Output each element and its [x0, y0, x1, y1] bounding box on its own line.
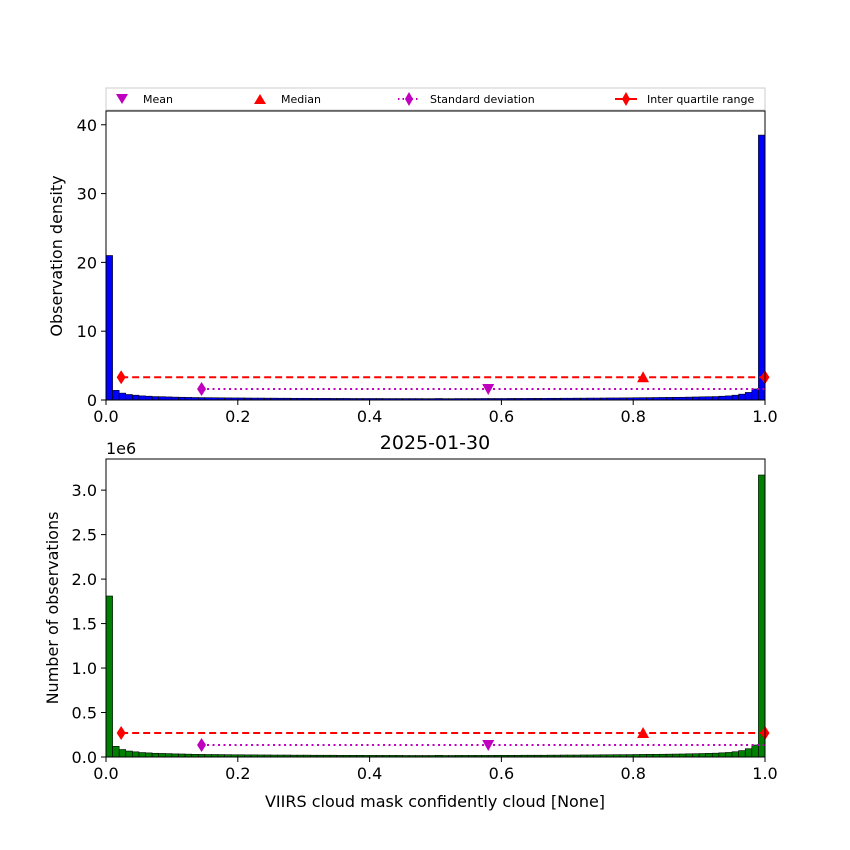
- legend-box: [105, 87, 766, 111]
- legend-iqr-label: Inter quartile range: [647, 93, 754, 106]
- count-bar: [718, 752, 726, 758]
- count-x-ticks: 0.0 0.2 0.4 0.6 0.8 1.0: [93, 757, 778, 783]
- count-bar: [165, 753, 173, 758]
- legend-std-marker: [405, 92, 413, 106]
- count-y-tick-label: 2.0: [72, 570, 97, 589]
- density-std-marker: [197, 381, 207, 396]
- count-bar: [158, 753, 166, 758]
- count-y-tick-label: 1.5: [72, 615, 97, 634]
- density-y-tick-label: 40: [77, 116, 97, 135]
- count-x-axis-label: VIIRS cloud mask confidently cloud [None…: [265, 792, 605, 811]
- density-statistics-markers: [116, 370, 770, 396]
- density-bar: [738, 393, 746, 401]
- density-bar: [744, 392, 753, 401]
- count-y-tick-label: 1.0: [72, 659, 97, 678]
- count-y-tick-label: 2.5: [72, 526, 97, 545]
- density-y-tick-label: 30: [77, 185, 97, 204]
- count-bar: [738, 750, 746, 758]
- legend-median-marker: [254, 94, 266, 104]
- legend-mean-label: Mean: [143, 93, 173, 106]
- count-x-tick-label: 1.0: [752, 764, 777, 783]
- count-bar: [725, 752, 733, 758]
- density-bar: [711, 396, 720, 401]
- count-chart-title: 2025-01-30: [380, 432, 490, 454]
- density-bar: [105, 255, 113, 401]
- count-y-tick-label: 3.0: [72, 481, 97, 500]
- density-x-tick-label: 1.0: [752, 407, 777, 426]
- legend-std-label: Standard deviation: [430, 93, 535, 106]
- density-y-axis-label: Observation density: [47, 175, 66, 336]
- density-y-tick-label: 0: [87, 391, 97, 410]
- density-bar: [138, 395, 146, 401]
- count-bar: [118, 749, 127, 758]
- count-histogram-panel: 0.0 0.2 0.4 0.6 0.8 1.0 0.0 0.5 1.0 1.5 2.0 2.5 3.0…: [43, 432, 778, 811]
- legend-mean-marker: [116, 94, 128, 104]
- count-bar: [138, 752, 146, 758]
- legend-iqr-marker: [622, 92, 630, 106]
- density-bar: [151, 396, 160, 401]
- density-x-tick-label: 0.4: [357, 407, 382, 426]
- density-median-marker: [637, 371, 650, 383]
- density-bar: [731, 394, 739, 401]
- density-bar: [112, 390, 120, 401]
- count-x-tick-label: 0.0: [93, 764, 118, 783]
- count-bar: [751, 744, 759, 758]
- count-y-tick-label: 0.5: [72, 704, 97, 723]
- count-bar: [125, 750, 133, 758]
- count-y-offset-text: 1e6: [106, 439, 136, 458]
- density-bar: [751, 388, 759, 401]
- count-axes-frame: [105, 458, 766, 758]
- count-bar: [145, 752, 153, 758]
- density-x-tick-label: 0.8: [620, 407, 645, 426]
- count-bar: [151, 752, 160, 758]
- legend: Mean Median Standard deviation Inter qua…: [105, 87, 766, 111]
- count-bar: [744, 748, 753, 758]
- density-axes-frame: [105, 110, 766, 401]
- density-bar: [145, 395, 153, 401]
- count-std-marker: [197, 737, 207, 752]
- count-bar: [758, 474, 766, 758]
- legend-median-label: Median: [281, 93, 321, 106]
- density-x-tick-label: 0.2: [225, 407, 250, 426]
- density-bars: [105, 134, 766, 401]
- count-median-marker: [637, 726, 650, 738]
- density-mean-marker: [482, 383, 495, 395]
- density-x-tick-label: 0.6: [489, 407, 514, 426]
- count-x-tick-label: 0.2: [225, 764, 250, 783]
- count-bar: [112, 746, 120, 758]
- count-iqr-start-marker: [116, 725, 126, 740]
- density-iqr-start-marker: [116, 370, 126, 385]
- count-x-tick-label: 0.4: [357, 764, 382, 783]
- density-bar: [125, 394, 133, 401]
- density-y-tick-label: 10: [77, 322, 97, 341]
- density-x-ticks: 0.0 0.2 0.4 0.6 0.8 1.0: [93, 400, 778, 426]
- count-bar: [705, 753, 713, 758]
- count-bar: [132, 751, 140, 758]
- count-y-axis-label: Number of observations: [43, 512, 62, 705]
- count-x-tick-label: 0.6: [489, 764, 514, 783]
- count-bar: [105, 595, 113, 758]
- density-x-tick-label: 0.0: [93, 407, 118, 426]
- density-bar: [718, 395, 726, 401]
- count-bar: [731, 751, 739, 758]
- density-y-ticks: 0 10 20 30 40: [77, 116, 106, 410]
- density-bar: [132, 394, 140, 401]
- density-bar: [725, 395, 733, 401]
- count-y-ticks: 0.0 0.5 1.0 1.5 2.0 2.5 3.0: [72, 481, 106, 767]
- count-y-tick-label: 0.0: [72, 748, 97, 767]
- density-bar: [758, 134, 766, 401]
- density-bar: [118, 392, 127, 401]
- count-x-tick-label: 0.8: [620, 764, 645, 783]
- count-bar: [698, 753, 706, 758]
- count-statistics-markers: [116, 725, 770, 752]
- count-bar: [711, 752, 720, 758]
- count-mean-marker: [482, 739, 495, 751]
- density-histogram-panel: 0.0 0.2 0.4 0.6 0.8 1.0 0 10 20 30 40 Observation…: [47, 110, 778, 426]
- density-y-tick-label: 20: [77, 253, 97, 272]
